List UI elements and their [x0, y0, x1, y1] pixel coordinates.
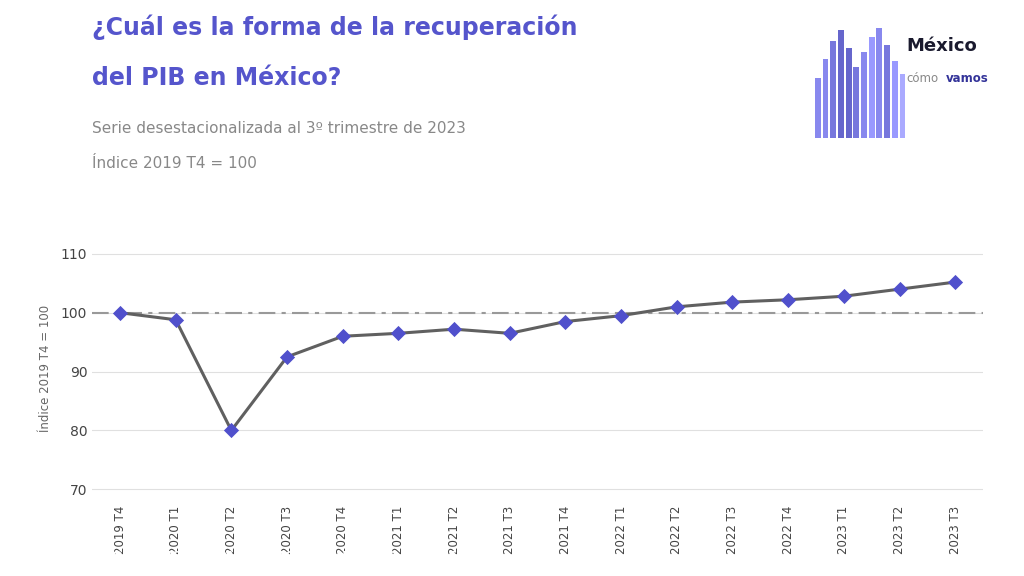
Point: [613, 311, 630, 320]
Bar: [899, 74, 905, 138]
Text: Índice 2019 T4 = 100: Índice 2019 T4 = 100: [92, 156, 257, 170]
Point: [279, 353, 295, 362]
Point: [947, 278, 964, 287]
Text: cómo: cómo: [906, 72, 938, 85]
Text: del PIB en México?: del PIB en México?: [92, 66, 342, 90]
Bar: [892, 61, 898, 138]
Bar: [838, 31, 844, 138]
Bar: [815, 78, 821, 138]
Point: [836, 291, 852, 301]
Point: [390, 329, 407, 338]
Bar: [861, 52, 867, 138]
Point: [669, 302, 685, 312]
Text: ¿Cuál es la forma de la recuperación: ¿Cuál es la forma de la recuperación: [92, 14, 578, 40]
Point: [335, 332, 351, 341]
Bar: [868, 37, 874, 138]
Text: vamos: vamos: [946, 72, 989, 85]
Bar: [830, 41, 837, 138]
Point: [557, 317, 573, 326]
Point: [223, 426, 240, 435]
Text: ELABORADO POR MÉXICO, ¿CÓMO VAMOS? CON DATOS DEL INEGI: ELABORADO POR MÉXICO, ¿CÓMO VAMOS? CON D…: [12, 548, 472, 563]
Bar: [853, 67, 859, 138]
Point: [445, 325, 462, 334]
Point: [112, 308, 128, 317]
Bar: [846, 48, 852, 138]
Point: [724, 297, 740, 306]
Point: [168, 315, 184, 324]
Point: [891, 285, 907, 294]
Bar: [884, 44, 890, 138]
Point: [780, 295, 797, 304]
Bar: [877, 28, 883, 138]
Bar: [822, 59, 828, 138]
Text: Serie desestacionalizada al 3º trimestre de 2023: Serie desestacionalizada al 3º trimestre…: [92, 121, 466, 136]
Text: México: México: [906, 37, 977, 55]
Point: [502, 329, 518, 338]
Y-axis label: Índice 2019 T4 = 100: Índice 2019 T4 = 100: [40, 305, 52, 432]
